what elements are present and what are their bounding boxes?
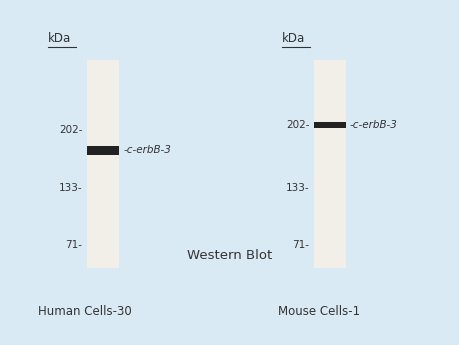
- Text: 71-: 71-: [292, 240, 309, 250]
- Text: -c-erbB-3: -c-erbB-3: [123, 146, 171, 156]
- Bar: [87, 146, 118, 155]
- Text: 133-: 133-: [59, 183, 82, 193]
- Text: 202-: 202-: [285, 120, 309, 130]
- Bar: [313, 121, 345, 128]
- Text: Human Cells-30: Human Cells-30: [38, 305, 131, 318]
- Bar: [87, 60, 118, 267]
- Bar: [313, 60, 345, 267]
- Text: Western Blot: Western Blot: [187, 249, 272, 262]
- Text: kDa: kDa: [282, 32, 305, 45]
- Text: Mouse Cells-1: Mouse Cells-1: [277, 305, 359, 318]
- Text: 71-: 71-: [65, 240, 82, 250]
- Text: -c-erbB-3: -c-erbB-3: [348, 120, 396, 130]
- Text: 133-: 133-: [285, 183, 309, 193]
- Text: kDa: kDa: [48, 32, 71, 45]
- Text: 202-: 202-: [59, 125, 82, 135]
